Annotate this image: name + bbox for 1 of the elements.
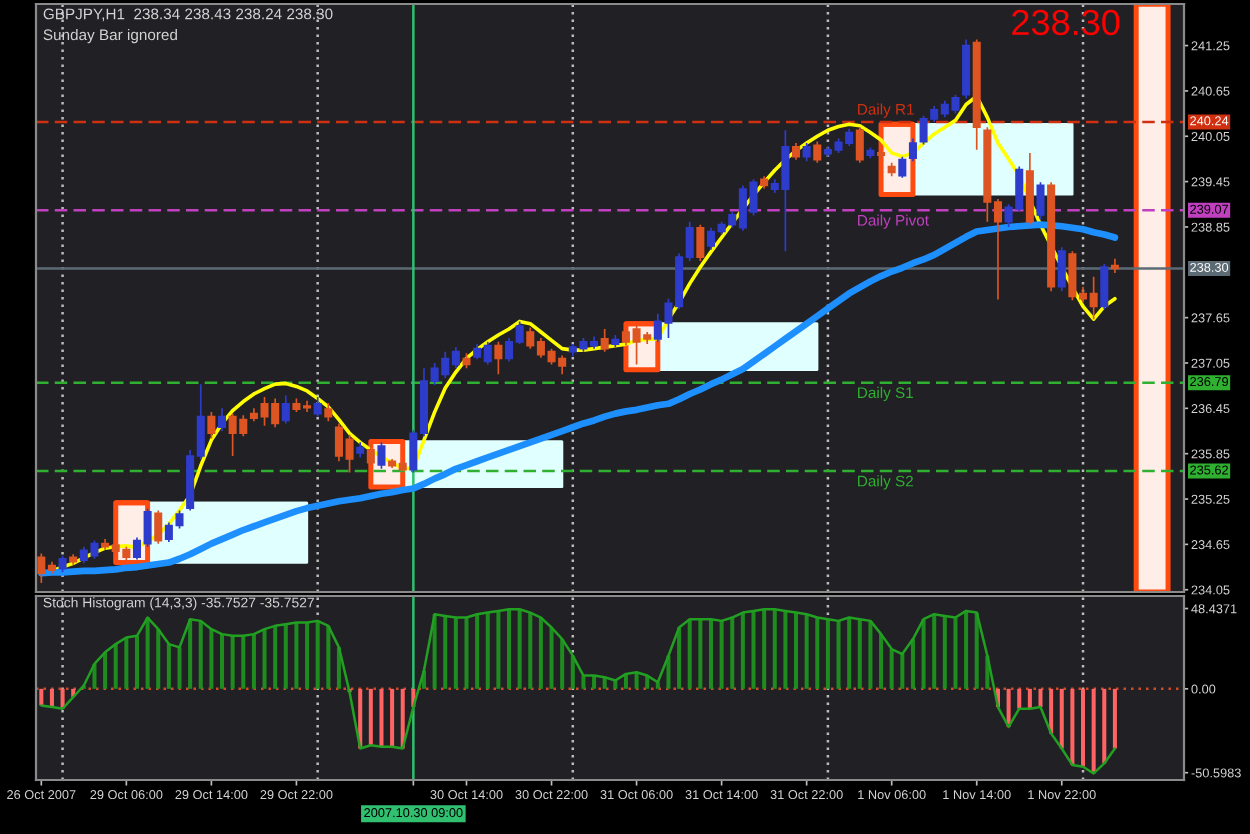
annotation: 238.30 [1012, 9, 1120, 36]
